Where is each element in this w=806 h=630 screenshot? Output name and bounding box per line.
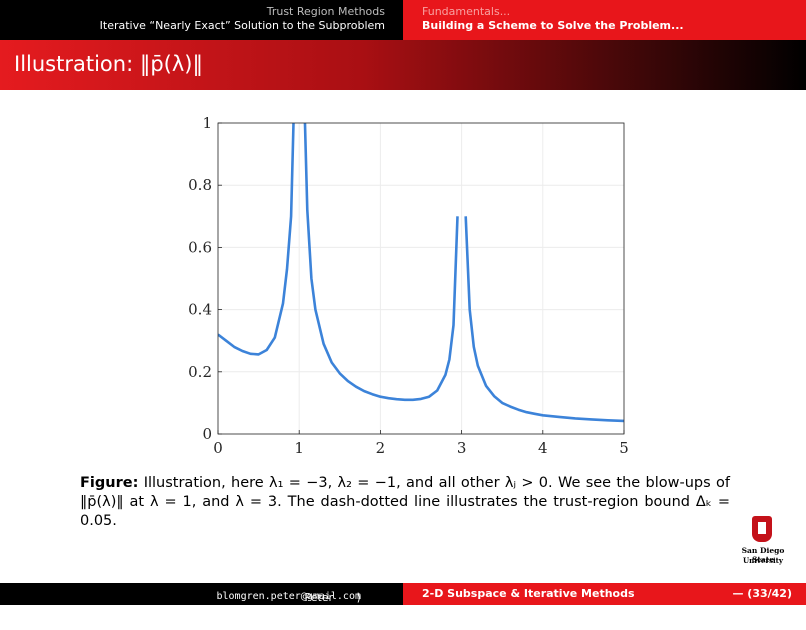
header-section-title[interactable]: Trust Region Methods	[266, 5, 385, 18]
y-tick-label: 0.2	[188, 363, 212, 381]
y-tick-label: 0.8	[188, 176, 212, 194]
x-tick-label: 1	[294, 439, 304, 457]
x-tick-label: 2	[376, 439, 386, 457]
header-subsection-title[interactable]: Iterative “Nearly Exact” Solution to the…	[99, 19, 385, 32]
norm-curve-line	[218, 123, 295, 356]
chart-axes-box	[217, 122, 625, 435]
x-tick-label: 4	[538, 439, 548, 457]
y-tick-label: 0.4	[188, 301, 212, 319]
footer-email: blomgren.peter@gmail.com	[216, 591, 362, 602]
header-subsection-link[interactable]: Building a Scheme to Solve the Problem..…	[422, 19, 684, 32]
caption-line1: Illustration, here λ₁ = −3, λ₂ = −1, and…	[143, 475, 641, 491]
norm-curve-line	[464, 216, 624, 423]
x-tick-label: 5	[619, 439, 629, 457]
header-right-panel: Fundamentals... Building a Scheme to Sol…	[403, 0, 806, 40]
footer-right: 2-D Subspace & Iterative Methods — (33/4…	[403, 583, 806, 605]
logo-line1: San Diego State	[741, 546, 785, 564]
caption-line2: blow-ups of ‖p̄(λ)‖ at λ = 1, and λ = 3.…	[80, 475, 730, 510]
x-tick-label: 3	[457, 439, 467, 457]
y-tick-label: 0.6	[188, 238, 212, 256]
header-left-panel: Trust Region Methods Iterative “Nearly E…	[0, 0, 403, 40]
slide-title-bar: Illustration: ‖p̄(λ)‖	[0, 40, 806, 90]
university-logo: San Diego State University	[735, 516, 791, 568]
caption-line3: trust-region bound Δₖ = 0.05.	[80, 494, 731, 529]
chart-ticks: 0 1 2 3 4 5 0 0.2 0.4 0.6 0.8 1	[188, 114, 629, 457]
chart-grid	[217, 122, 625, 435]
footer-left: Peter Blomgren, ⟨ blomgren.peter@gmail.co…	[0, 583, 403, 630]
shield-icon	[752, 516, 772, 542]
y-tick-label: 0	[202, 425, 212, 443]
logo-line2: University	[743, 556, 783, 565]
chart-plot-area	[218, 123, 624, 423]
header-section-link[interactable]: Fundamentals...	[422, 5, 511, 18]
footer-page-number: — (33/42)	[732, 587, 792, 600]
footer-section[interactable]: 2-D Subspace & Iterative Methods	[422, 587, 635, 600]
caption-label: Figure:	[80, 475, 139, 491]
figure-caption: Figure: Illustration, here λ₁ = −3, λ₂ =…	[80, 474, 730, 531]
y-tick-label: 1	[202, 114, 212, 132]
chart: 0 1 2 3 4 5 0 0.2 0.4 0.6 0.8 1	[188, 114, 629, 457]
norm-curve-line	[303, 123, 459, 402]
slide-title: Illustration: ‖p̄(λ)‖	[14, 52, 203, 76]
x-tick-label: 0	[213, 439, 223, 457]
